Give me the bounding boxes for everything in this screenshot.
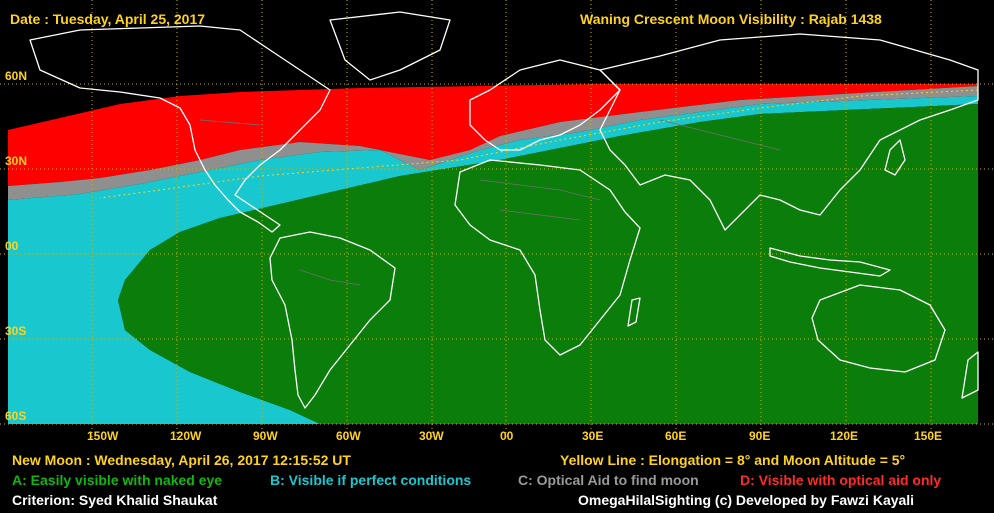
lon-label-60e: 60E [665,429,687,443]
new-zealand-coast [961,351,979,399]
lon-label-120w: 120W [170,429,202,443]
lat-label-60n: 60N [5,69,28,83]
lon-label-60w: 60W [336,429,361,443]
zone-b-cyan [8,96,978,424]
lat-label-00: 00 [5,239,19,253]
lon-label-00: 00 [500,429,514,443]
lat-label-30n: 30N [5,154,28,168]
north-america-coast [29,25,331,233]
criterion-label: Criterion: Syed Khalid Shaukat [12,492,218,508]
map-title: Waning Crescent Moon Visibility : Rajab … [580,11,882,27]
graticule [0,0,994,440]
legend-a: A: Easily visible with naked eye [12,472,223,488]
indonesia-coast [769,247,891,277]
zone-d-red [8,84,978,186]
date-label: Date : Tuesday, April 25, 2017 [10,11,206,27]
lon-label-90w: 90W [253,429,278,443]
europe-coast [469,59,621,151]
africa-coast [454,159,641,356]
madagascar-coast [627,297,641,327]
lat-label-30s: 30S [5,324,27,338]
lon-label-90e: 90E [749,429,771,443]
lon-label-150e: 150E [914,429,943,443]
legend-c: C: Optical Aid to find moon [518,472,699,488]
australia-coast [811,284,946,373]
greenland-coast [329,11,451,81]
lon-label-150w: 150W [87,429,119,443]
lat-label-60s: 60S [5,409,27,423]
coastlines [29,11,979,409]
credit-label: OmegaHilalSighting (c) Developed by Fawz… [578,492,915,508]
zone-c-gray [8,86,978,200]
zone-a-green [118,104,978,424]
legend-b: B: Visible if perfect conditions [270,472,472,488]
japan-coast [884,139,906,176]
lon-label-120e: 120E [830,429,859,443]
south-america-coast [269,231,396,409]
asia-coast [599,33,979,231]
lon-label-30e: 30E [582,429,604,443]
country-borders [199,119,781,286]
legend-d: D: Visible with optical aid only [740,472,942,488]
yellow-line-label: Yellow Line : Elongation = 8° and Moon A… [560,452,906,468]
new-moon-label: New Moon : Wednesday, April 26, 2017 12:… [12,452,351,468]
lon-label-30w: 30W [419,429,444,443]
